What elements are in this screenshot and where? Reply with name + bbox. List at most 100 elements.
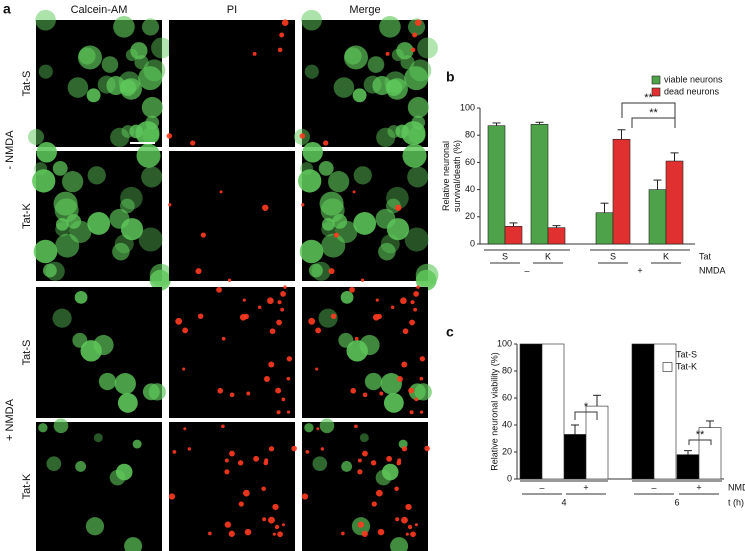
dead-cell — [216, 286, 222, 293]
cell — [302, 141, 323, 163]
dead-cell — [279, 32, 285, 38]
cell — [353, 212, 377, 235]
legend-label: Tat-S — [676, 349, 697, 359]
cell — [333, 77, 355, 98]
cell — [125, 48, 138, 62]
dead-cell — [172, 450, 177, 454]
cell — [45, 261, 65, 281]
dead-cell — [166, 133, 173, 139]
dead-cell — [333, 232, 339, 238]
dead-cell — [395, 204, 402, 211]
cell — [110, 127, 130, 147]
dead-cell — [357, 521, 364, 528]
cell — [36, 141, 57, 163]
dead-cell — [354, 336, 359, 341]
row-label: Tat-S — [21, 340, 33, 366]
dead-cell — [416, 285, 420, 289]
cell — [52, 160, 68, 176]
dead-cell — [253, 455, 260, 462]
cell — [409, 59, 432, 82]
dead-cell — [375, 489, 383, 497]
dead-cell — [221, 336, 226, 341]
dead-cell — [379, 391, 384, 396]
dead-cell — [182, 327, 189, 334]
cell — [132, 439, 142, 449]
cell — [55, 222, 70, 237]
dead-cell — [272, 532, 276, 536]
cell — [143, 59, 166, 82]
cell — [340, 290, 354, 304]
cell — [138, 227, 163, 252]
bar — [519, 343, 543, 480]
bar — [595, 212, 614, 245]
dead-cell — [390, 305, 395, 310]
dead-cell — [305, 450, 310, 454]
dead-cell — [257, 305, 262, 310]
dead-cell — [197, 313, 204, 319]
y-tick-label: 60 — [502, 392, 512, 402]
significance-bracket — [574, 411, 598, 420]
dead-cell — [277, 531, 283, 538]
micrograph — [169, 151, 295, 281]
column-header: Calcein-AM — [71, 4, 128, 16]
dead-cell — [362, 392, 368, 398]
significance-bracket — [631, 117, 676, 128]
dead-cell — [424, 445, 430, 452]
dead-cell — [396, 376, 403, 382]
group-label: – — [524, 265, 529, 275]
y-tick-label: 80 — [502, 365, 512, 375]
dead-cell — [330, 313, 337, 319]
cell — [93, 334, 114, 356]
cell — [407, 96, 429, 118]
group-label: + NMDA — [4, 398, 16, 441]
cell — [380, 373, 402, 395]
micrograph — [169, 287, 295, 418]
dead-cell — [357, 469, 363, 475]
dead-cell — [168, 203, 172, 207]
dead-cell — [386, 455, 393, 462]
significance-bracket — [621, 102, 676, 128]
dead-cell — [414, 523, 418, 527]
dead-cell — [375, 298, 379, 302]
dead-cell — [400, 297, 407, 305]
y-axis-label: survival/death (%) — [452, 140, 462, 212]
axis-label: t (h) — [728, 497, 744, 507]
dead-cell — [280, 307, 285, 312]
dead-cell — [272, 503, 279, 511]
dead-cell — [268, 361, 275, 368]
cell — [386, 218, 410, 241]
group-label: - NMDA — [4, 130, 16, 170]
dead-cell — [320, 447, 325, 451]
dead-cell — [413, 291, 419, 297]
dead-cell — [190, 140, 196, 146]
dead-cell — [275, 387, 282, 394]
cell — [311, 261, 331, 281]
cell — [390, 537, 409, 551]
legend-label: dead neurons — [664, 86, 720, 96]
dead-cell — [401, 361, 408, 368]
dead-cell — [394, 486, 399, 492]
significance-label: ** — [696, 429, 705, 441]
panel-label: c — [446, 324, 454, 340]
cell — [124, 537, 143, 551]
dead-cell — [401, 446, 408, 452]
legend-swatch — [651, 75, 661, 85]
bar — [676, 454, 700, 480]
dead-cell — [281, 523, 285, 527]
dead-cell — [286, 356, 293, 362]
dead-cell — [268, 446, 275, 452]
dead-cell — [182, 367, 186, 371]
dead-cell — [242, 489, 250, 497]
significance-label: ** — [649, 107, 658, 119]
bar — [631, 343, 655, 480]
y-axis-label: Relative neuronal viability (%) — [489, 352, 499, 471]
dead-cell — [405, 532, 409, 536]
legend-label: viable neurons — [664, 74, 723, 84]
panel-label: a — [3, 1, 11, 17]
group-label: 6 — [674, 497, 679, 507]
cell — [74, 290, 88, 304]
cell — [417, 37, 438, 59]
x-tick-label: S — [610, 251, 616, 261]
cell — [312, 456, 328, 472]
cell — [401, 121, 426, 146]
